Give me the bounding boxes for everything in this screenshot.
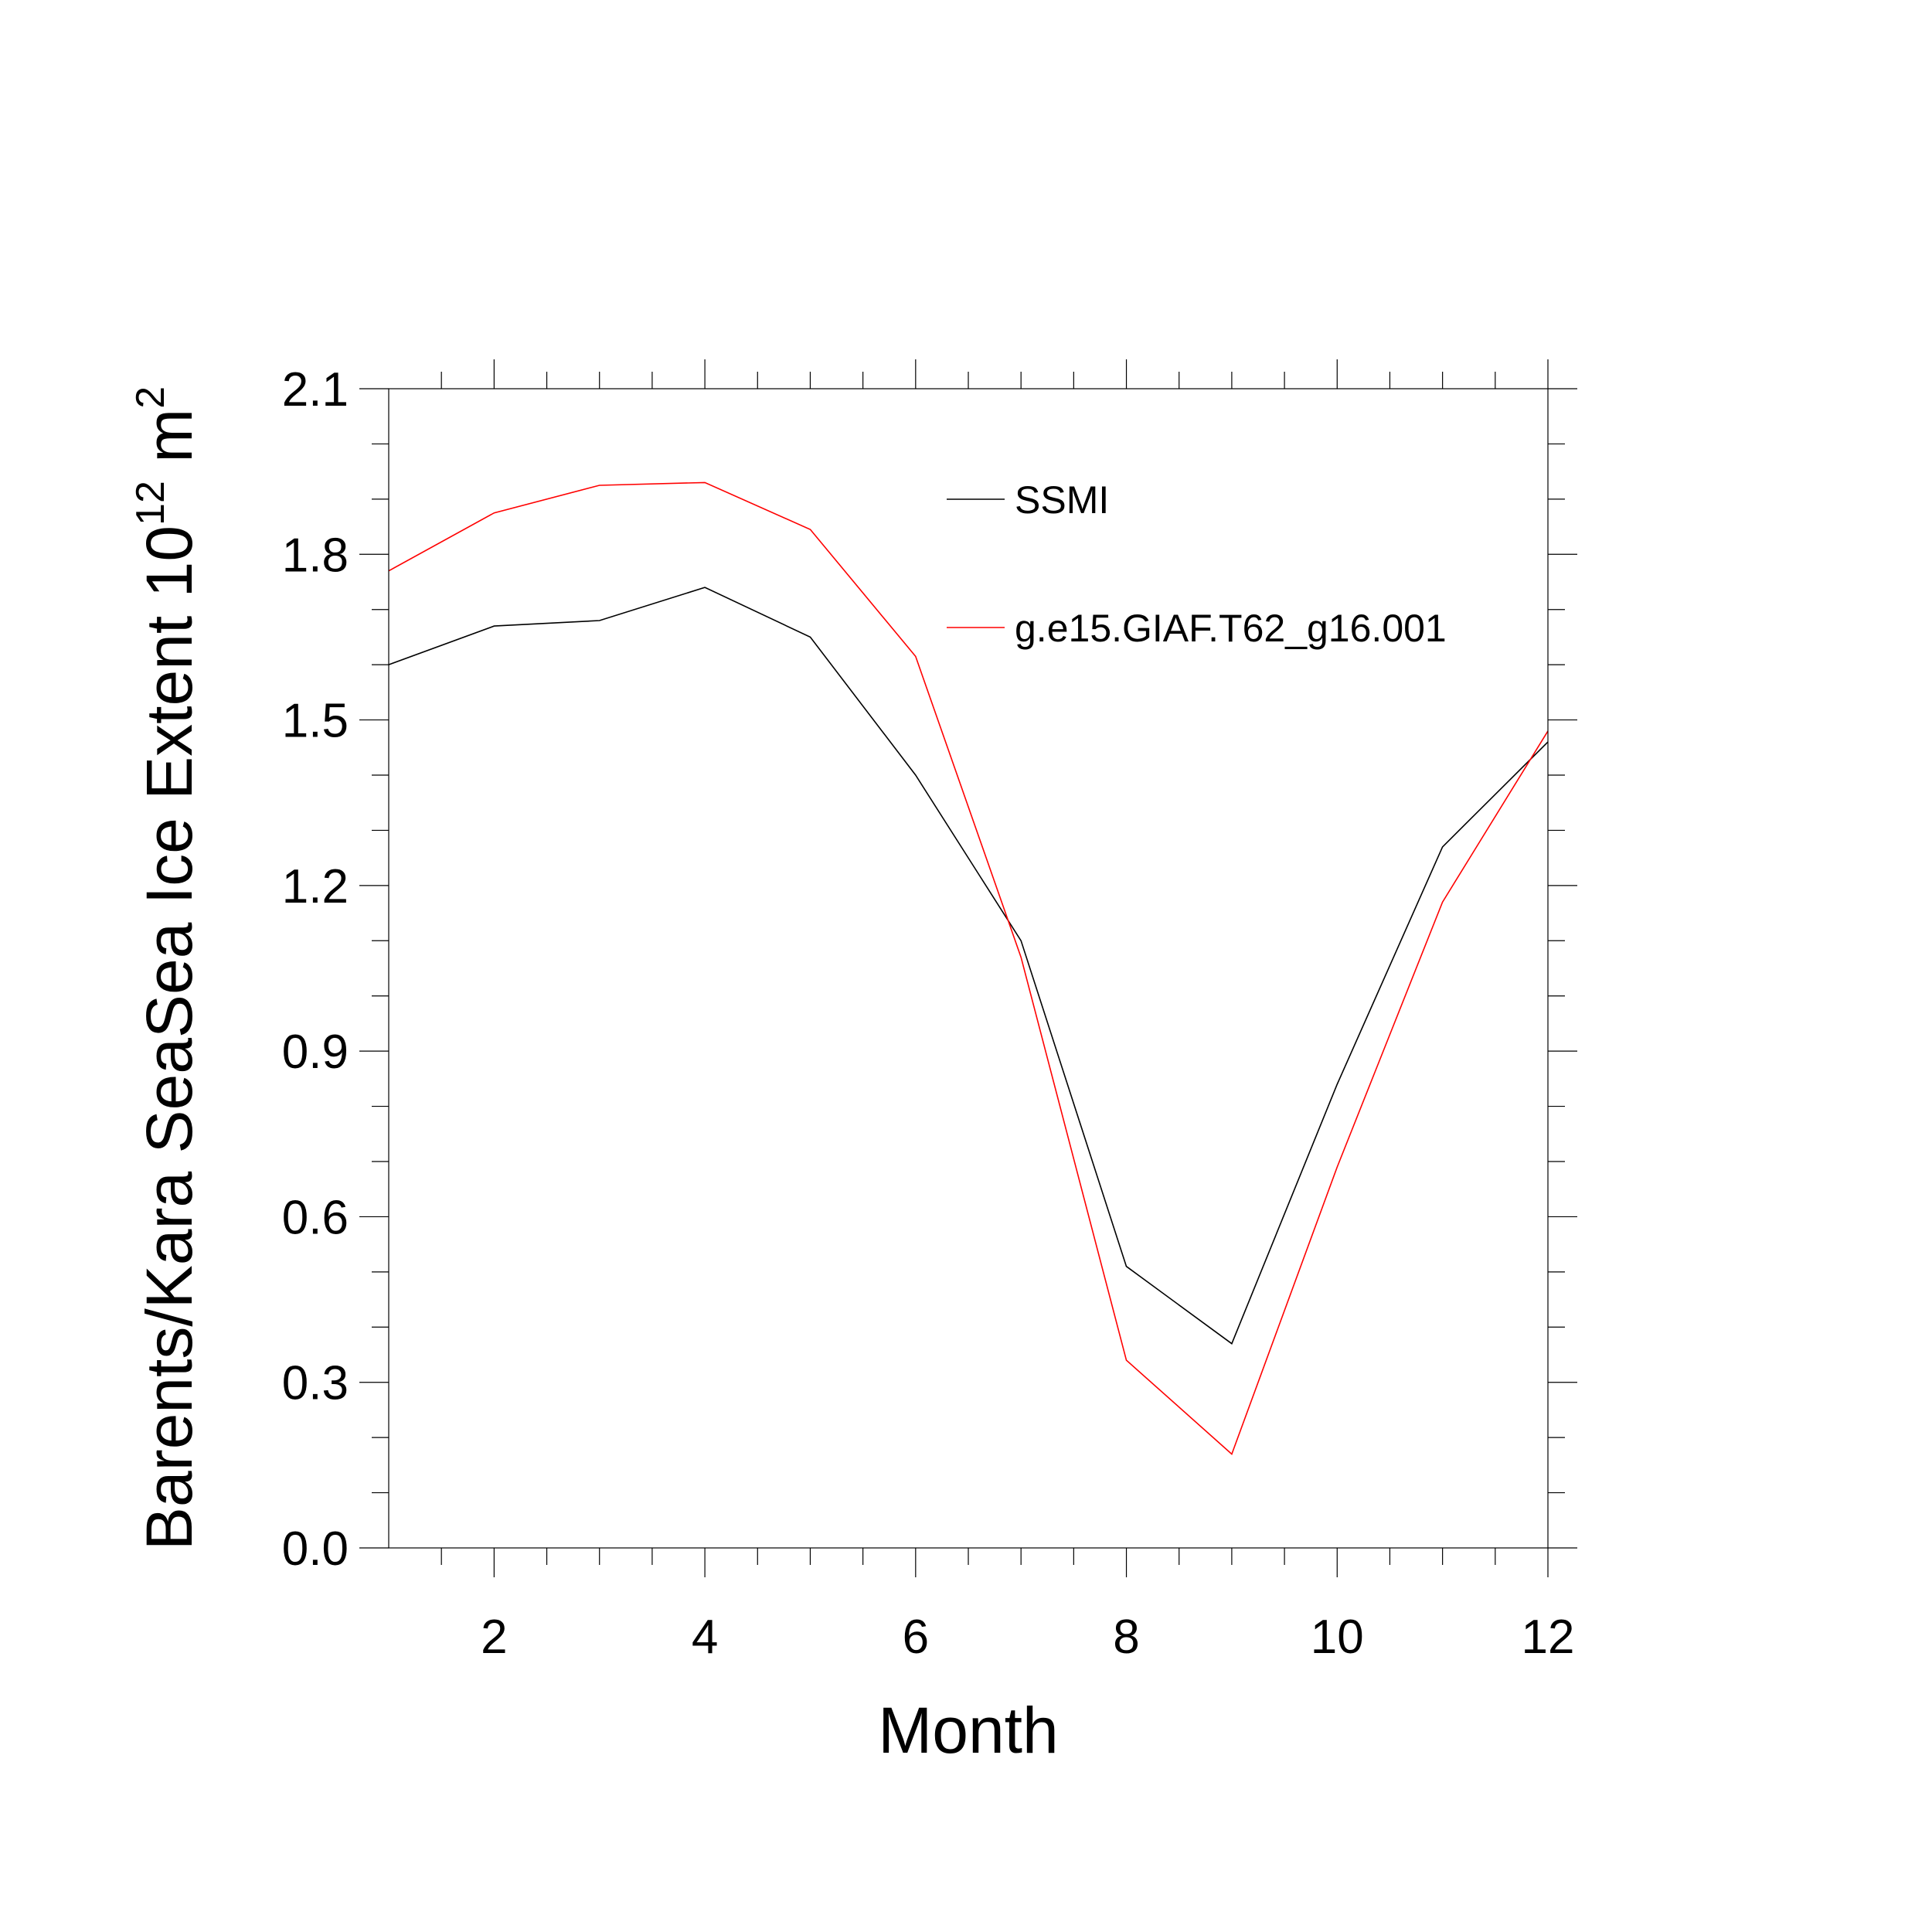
y-axis-label-unit: m (133, 409, 206, 481)
y-tick-label: 1.5 (282, 695, 349, 748)
legend: SSMI g.e15.GIAF.T62_g16.001 (947, 478, 1447, 650)
axis-ticks (359, 359, 1577, 1577)
series-line-2 (388, 481, 1549, 1455)
y-axis-label-exponent: 12 (128, 481, 173, 526)
x-tick-label: 6 (903, 1611, 929, 1664)
x-tick-label: 8 (1113, 1611, 1139, 1664)
y-axis-label: Barents/Kara SeaSea Ice Extent 1012 m2 (128, 386, 206, 1550)
y-tick-label: 1.2 (282, 860, 349, 913)
legend-label-2: g.e15.GIAF.T62_g16.001 (1015, 607, 1447, 650)
x-tick-label: 10 (1311, 1611, 1364, 1664)
y-tick-label: 0.9 (282, 1026, 349, 1079)
y-tick-label: 0.0 (282, 1522, 349, 1576)
x-tick-label: 2 (481, 1611, 507, 1664)
x-tick-label: 12 (1522, 1611, 1575, 1664)
y-tick-label: 2.1 (282, 363, 349, 417)
axis-tick-labels: 2 4 6 8 10 12 0.0 0.3 0.6 0.9 1.2 1.5 1.8 2.1 (282, 363, 1575, 1664)
series-lines (388, 481, 1549, 1455)
y-tick-label: 0.6 (282, 1191, 349, 1244)
legend-label-1: SSMI (1015, 478, 1109, 522)
y-axis-label-unit-exponent: 2 (128, 386, 173, 409)
y-tick-label: 1.8 (282, 529, 349, 582)
series-line-1 (388, 587, 1549, 1345)
x-tick-label: 4 (692, 1611, 718, 1664)
y-tick-label: 0.3 (282, 1357, 349, 1410)
x-axis-label: Month (878, 1694, 1058, 1767)
y-axis-label-text: Barents/Kara SeaSea Ice Extent 10 (133, 526, 206, 1550)
